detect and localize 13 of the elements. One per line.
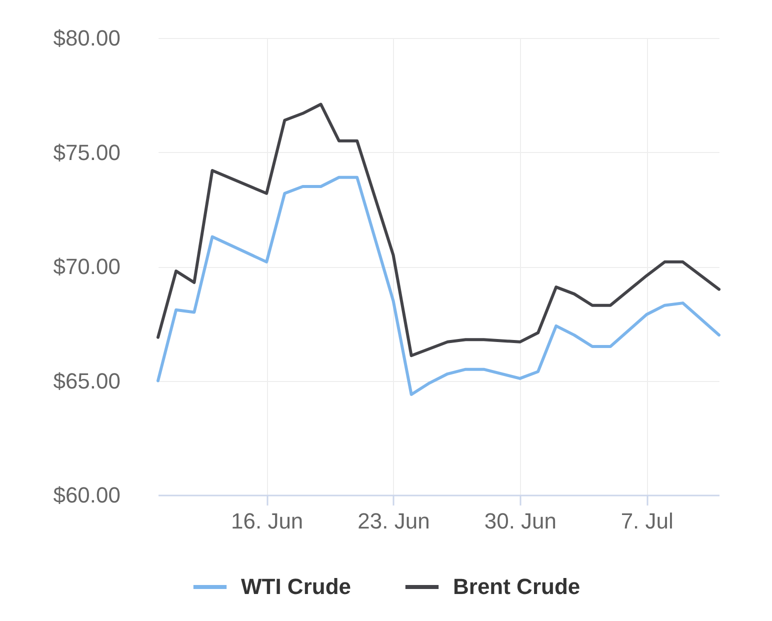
y-tick-label: $60.00 [53, 482, 120, 508]
x-tick-label: 16. Jun [230, 508, 304, 534]
y-tick-label: $65.00 [53, 368, 120, 394]
y-tick-label: $75.00 [53, 140, 120, 165]
y-tick-label: $80.00 [53, 26, 120, 50]
line-series [156, 102, 720, 358]
legend-label: Brent Crude [453, 574, 580, 599]
line-series [156, 176, 720, 396]
x-tick-label: 7. Jul [620, 508, 674, 534]
x-tick-label: 30. Jun [484, 508, 557, 534]
legend-label: WTI Crude [241, 574, 351, 599]
y-tick-label: $70.00 [53, 254, 120, 279]
x-tick-label: 23. Jun [358, 508, 430, 534]
